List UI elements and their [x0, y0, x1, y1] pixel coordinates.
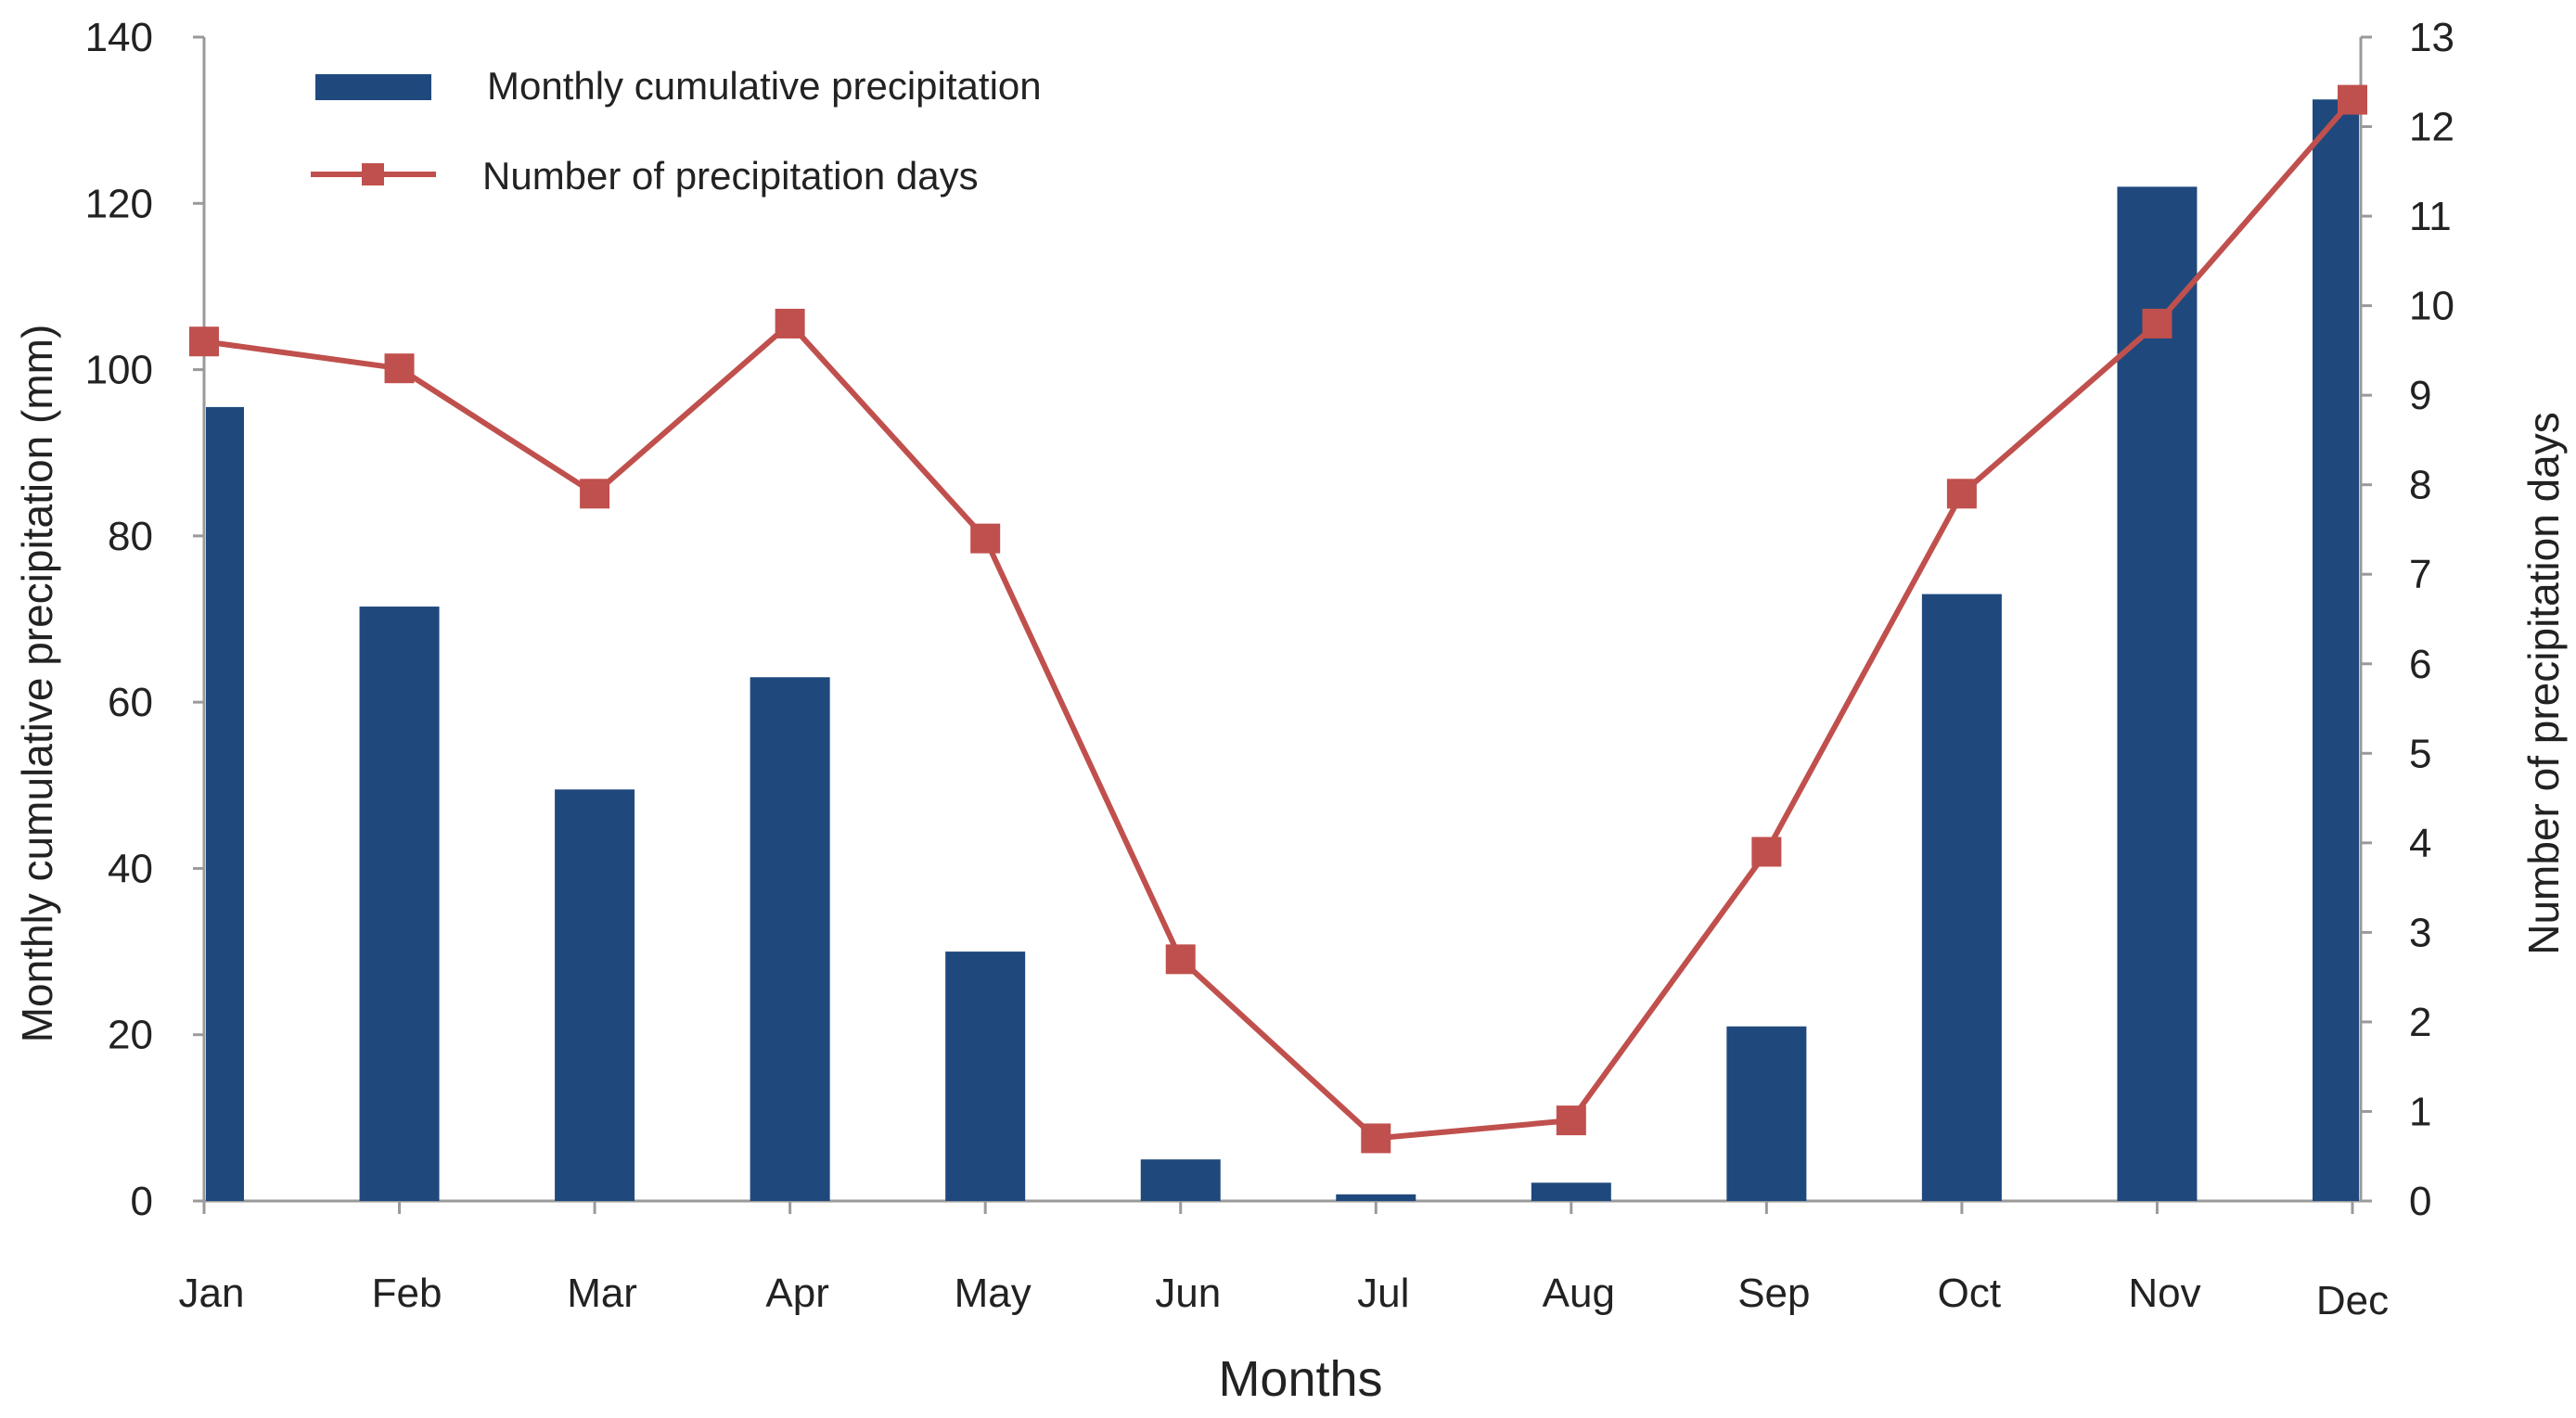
left-tick-label: 140: [85, 15, 153, 60]
right-tick-label: 7: [2409, 552, 2431, 597]
bar-jul: [1336, 1194, 1416, 1201]
right-tick-label: 1: [2409, 1089, 2431, 1134]
left-tick-label: 120: [85, 181, 153, 226]
bar-series: [206, 99, 2359, 1201]
right-tick-label: 5: [2409, 731, 2431, 776]
left-tick-label: 0: [131, 1179, 153, 1224]
line-point-sep: [1751, 837, 1782, 867]
line-point-apr: [775, 308, 805, 339]
x-category-label: Jan: [179, 1271, 245, 1316]
right-tick-label: 9: [2409, 373, 2431, 418]
legend-bar-swatch: [315, 74, 431, 100]
x-category-label: Dec: [2316, 1278, 2389, 1323]
line-point-feb: [384, 353, 415, 384]
x-category-labels: Jan Feb Mar Apr May Jun Jul Aug Sep Oct Nov Dec: [179, 1201, 2389, 1323]
left-tick-label: 60: [108, 680, 153, 725]
x-category-label: Jul: [1357, 1271, 1409, 1316]
line-point-nov: [2142, 308, 2172, 339]
bar-jan: [206, 406, 244, 1201]
bar-apr: [750, 677, 830, 1201]
y2-axis-title: Number of precipitation days: [2519, 412, 2568, 955]
left-tick-label: 100: [85, 348, 153, 393]
line-point-may: [970, 523, 1001, 554]
bar-sep: [1726, 1026, 1807, 1201]
left-tick-label: 40: [108, 846, 153, 891]
right-tick-label: 4: [2409, 821, 2431, 866]
line-point-mar: [580, 479, 610, 509]
right-tick-label: 8: [2409, 463, 2431, 508]
right-tick-label: 10: [2409, 284, 2454, 329]
x-category-label: Feb: [372, 1271, 442, 1316]
bar-mar: [555, 789, 635, 1201]
x-category-label: Nov: [2128, 1271, 2200, 1316]
legend-bar-label: Monthly cumulative precipitation: [487, 64, 1042, 108]
axes: [202, 37, 2363, 1203]
x-category-label: Mar: [567, 1271, 637, 1316]
y-axis-title: Monthly cumulative precipitation (mm): [13, 325, 61, 1043]
bar-may: [945, 952, 1026, 1201]
legend-line-marker: [362, 163, 384, 185]
left-tick-label: 20: [108, 1013, 153, 1058]
line-point-jul: [1361, 1123, 1391, 1154]
line-point-jun: [1165, 944, 1196, 975]
precipitation-days-line: [203, 97, 2355, 1142]
right-tick-label: 0: [2409, 1179, 2431, 1224]
bar-oct: [1921, 594, 2002, 1201]
x-category-label: May: [955, 1271, 1032, 1316]
line-series: [189, 84, 2367, 1154]
bar-jun: [1140, 1159, 1221, 1201]
left-tick-label: 80: [108, 514, 153, 559]
x-category-label: Aug: [1543, 1271, 1615, 1316]
bar-dec: [2313, 99, 2359, 1201]
x-category-label: Sep: [1737, 1271, 1810, 1316]
bar-nov: [2117, 186, 2198, 1201]
right-tick-label: 2: [2409, 1000, 2431, 1045]
line-point-oct: [1946, 479, 1977, 509]
right-tick-label: 13: [2409, 15, 2454, 60]
x-category-label: Oct: [1938, 1271, 2001, 1316]
left-y-ticks: 0 20 40 60 80 100 120 140: [85, 15, 204, 1224]
right-tick-label: 11: [2409, 194, 2452, 239]
bar-aug: [1531, 1182, 1611, 1201]
x-category-label: Jun: [1155, 1271, 1221, 1316]
right-tick-label: 3: [2409, 910, 2431, 955]
legend: Monthly cumulative precipitation Number …: [311, 64, 1042, 198]
right-tick-label: 6: [2409, 642, 2431, 687]
bar-feb: [359, 607, 440, 1201]
x-axis-title: Months: [1218, 1351, 1382, 1407]
legend-line-label: Number of precipitation days: [482, 154, 979, 198]
right-tick-label: 12: [2409, 105, 2454, 150]
x-category-label: Apr: [765, 1271, 828, 1316]
line-point-aug: [1556, 1105, 1586, 1136]
line-point-jan: [189, 326, 219, 357]
line-point-dec: [2338, 84, 2367, 115]
